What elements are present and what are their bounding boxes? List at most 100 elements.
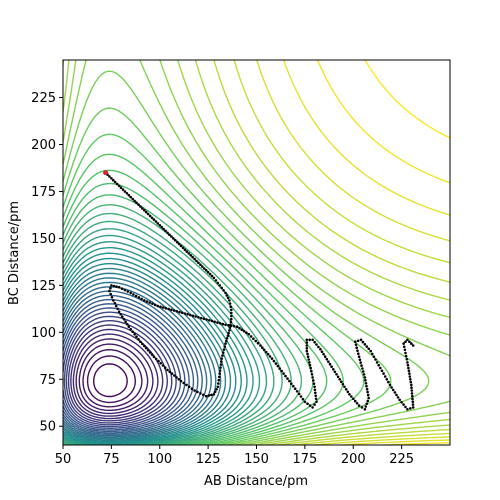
trajectory-point — [360, 406, 364, 409]
trajectory-point — [317, 345, 320, 349]
contour-level — [63, 281, 212, 438]
trajectory-point — [410, 342, 413, 345]
trajectory-point — [129, 291, 132, 295]
trajectory-point — [354, 343, 358, 347]
trajectory-point — [199, 263, 202, 267]
x-tick-label: 100 — [147, 452, 172, 467]
trajectory-point — [256, 341, 260, 345]
trajectory-point — [404, 405, 407, 409]
trajectory-point — [276, 364, 280, 368]
contour-level — [63, 263, 232, 443]
trajectory-point — [385, 378, 389, 381]
trajectory-point — [187, 252, 191, 255]
trajectory-point — [407, 366, 410, 370]
trajectory-point — [173, 374, 176, 377]
trajectory-point — [125, 322, 129, 326]
trajectory-point — [161, 364, 165, 367]
trajectory-point — [201, 265, 204, 268]
trajectory-point — [218, 369, 222, 372]
trajectory-point — [411, 403, 415, 406]
y-tick-label: 200 — [31, 138, 56, 153]
trajectory-point — [411, 344, 415, 347]
trajectory-point — [278, 367, 282, 370]
trajectory-point — [311, 338, 314, 342]
trajectory-point — [232, 324, 236, 328]
trajectory-point — [154, 220, 158, 223]
trajectory-point — [152, 218, 156, 221]
trajectory-point — [139, 205, 142, 208]
trajectory-point — [218, 372, 221, 375]
trajectory-point — [353, 340, 357, 344]
trajectory-point — [202, 317, 206, 321]
trajectory-point — [125, 192, 129, 195]
trajectory-point — [406, 338, 409, 342]
trajectory-point — [315, 343, 318, 346]
trajectory-point — [156, 304, 160, 308]
trajectory-point — [167, 307, 170, 311]
trajectory-point — [405, 357, 409, 361]
trajectory-point — [314, 391, 317, 395]
trajectory-point — [353, 399, 357, 403]
trajectory-point — [216, 281, 220, 285]
trajectory-point — [183, 312, 187, 315]
trajectory-point — [170, 372, 174, 375]
trajectory-point — [312, 382, 316, 386]
x-tick-label: 125 — [196, 452, 221, 467]
trajectory-point — [228, 329, 231, 332]
trajectory-point — [202, 393, 205, 397]
x-tick-label: 175 — [292, 452, 317, 467]
trajectory-point — [177, 242, 181, 246]
trajectory-point — [135, 201, 138, 204]
x-axis-ticks: 50 75 100 125 150 175 200 225 — [55, 445, 414, 467]
trajectory-point — [310, 369, 313, 373]
trajectory-point — [367, 347, 371, 351]
trajectory-point — [410, 392, 414, 395]
trajectory-point — [218, 284, 221, 287]
trajectory-point — [152, 355, 156, 359]
trajectory-point — [272, 359, 276, 363]
trajectory-point — [356, 339, 360, 343]
trajectory-point — [262, 348, 266, 352]
contour-level — [63, 252, 242, 445]
trajectory-point — [310, 373, 314, 376]
trajectory-point — [204, 394, 208, 398]
trajectory-point — [364, 405, 368, 408]
trajectory-point — [409, 380, 413, 384]
trajectory-point — [124, 320, 127, 324]
trajectory-point — [387, 380, 390, 384]
trajectory-point — [133, 199, 136, 203]
trajectory-point — [157, 359, 160, 363]
contour-level — [86, 355, 136, 404]
trajectory-point — [218, 375, 221, 379]
trajectory-point — [148, 301, 151, 304]
trajectory-point — [222, 289, 225, 292]
trajectory-point — [365, 384, 368, 388]
trajectory-point — [410, 389, 414, 392]
trajectory-point — [221, 351, 225, 354]
trajectory-point — [146, 212, 150, 216]
trajectory-point — [259, 344, 262, 347]
trajectory-point — [212, 276, 216, 280]
trajectory-point — [230, 317, 233, 321]
trajectory-point — [154, 357, 158, 361]
trajectory-point — [210, 393, 213, 397]
trajectory-point — [134, 294, 138, 298]
trajectory-point — [398, 398, 402, 402]
trajectory-point — [374, 358, 377, 361]
trajectory-point — [210, 274, 214, 278]
trajectory-point — [194, 315, 197, 318]
trajectory-point — [335, 373, 338, 376]
trajectory-point — [235, 325, 239, 329]
trajectory-point — [238, 326, 241, 330]
trajectory-point — [116, 307, 119, 311]
trajectory-point — [308, 338, 312, 342]
trajectory-point — [150, 353, 154, 356]
trajectory-point — [193, 257, 196, 261]
trajectory-point — [122, 317, 126, 321]
trajectory-point — [206, 270, 210, 274]
trajectory-point — [139, 340, 142, 344]
trajectory-point — [129, 327, 132, 331]
trajectory-point — [135, 335, 138, 339]
trajectory-point — [191, 314, 195, 318]
